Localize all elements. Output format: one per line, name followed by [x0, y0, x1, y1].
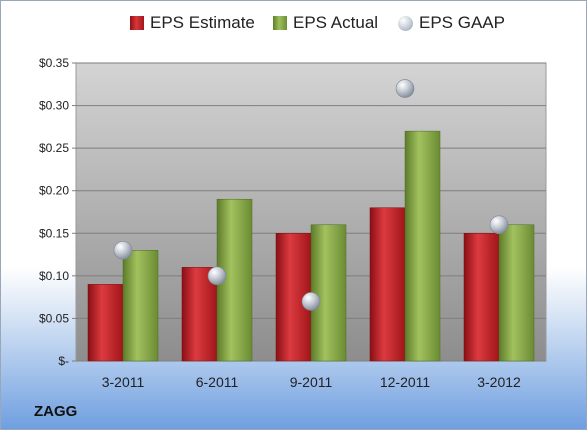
bar-eps-estimate [87, 284, 124, 362]
marker-eps-gaap [489, 215, 509, 235]
legend-label-eps-estimate: EPS Estimate [150, 13, 255, 32]
x-tick-label: 9-2011 [290, 374, 333, 390]
bar-eps-actual [498, 224, 535, 362]
bar-eps-estimate [463, 233, 500, 362]
marker-eps-gaap [113, 241, 133, 260]
legend-label-eps-gaap: EPS GAAP [419, 13, 505, 32]
x-tick-label: 3-2011 [102, 374, 145, 390]
y-tick-label: $0.25 [39, 141, 69, 155]
legend-label-eps-actual: EPS Actual [293, 13, 379, 32]
bar-eps-actual [122, 250, 159, 362]
y-tick-label: $0.30 [39, 99, 69, 113]
y-tick-label: $- [58, 354, 69, 368]
company-name: ZAGG [34, 403, 78, 420]
bar-eps-actual [310, 224, 347, 362]
marker-eps-gaap [301, 292, 321, 311]
legend-item-eps-gaap: EPS GAAP [398, 11, 505, 35]
x-tick-label: 12-2011 [380, 374, 431, 390]
y-tick-label: $0.10 [39, 269, 69, 283]
x-tick-label: 3-2012 [477, 374, 521, 390]
legend-swatch-eps-actual [273, 16, 287, 30]
legend-item-eps-estimate: EPS Estimate [130, 11, 255, 35]
bar-eps-estimate [369, 207, 406, 362]
marker-eps-gaap [207, 266, 227, 286]
legend: EPS Estimate EPS Actual EPS GAAP [1, 1, 587, 41]
legend-marker-eps-gaap [398, 15, 413, 31]
y-tick-label: $0.15 [39, 226, 69, 240]
y-tick-label: $0.20 [39, 184, 69, 198]
legend-item-eps-actual: EPS Actual [273, 11, 378, 35]
legend-swatch-eps-estimate [130, 16, 144, 30]
y-tick-label: $0.05 [39, 311, 69, 325]
x-tick-label: 6-2011 [196, 374, 239, 390]
marker-eps-gaap [395, 79, 415, 98]
y-tick-label: $0.35 [39, 56, 69, 70]
bar-eps-actual [404, 130, 441, 362]
